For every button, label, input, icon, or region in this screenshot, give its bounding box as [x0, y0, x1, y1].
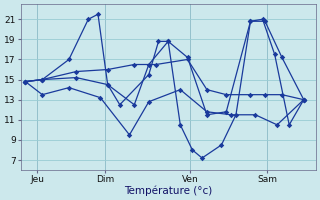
- X-axis label: Température (°c): Température (°c): [124, 185, 212, 196]
